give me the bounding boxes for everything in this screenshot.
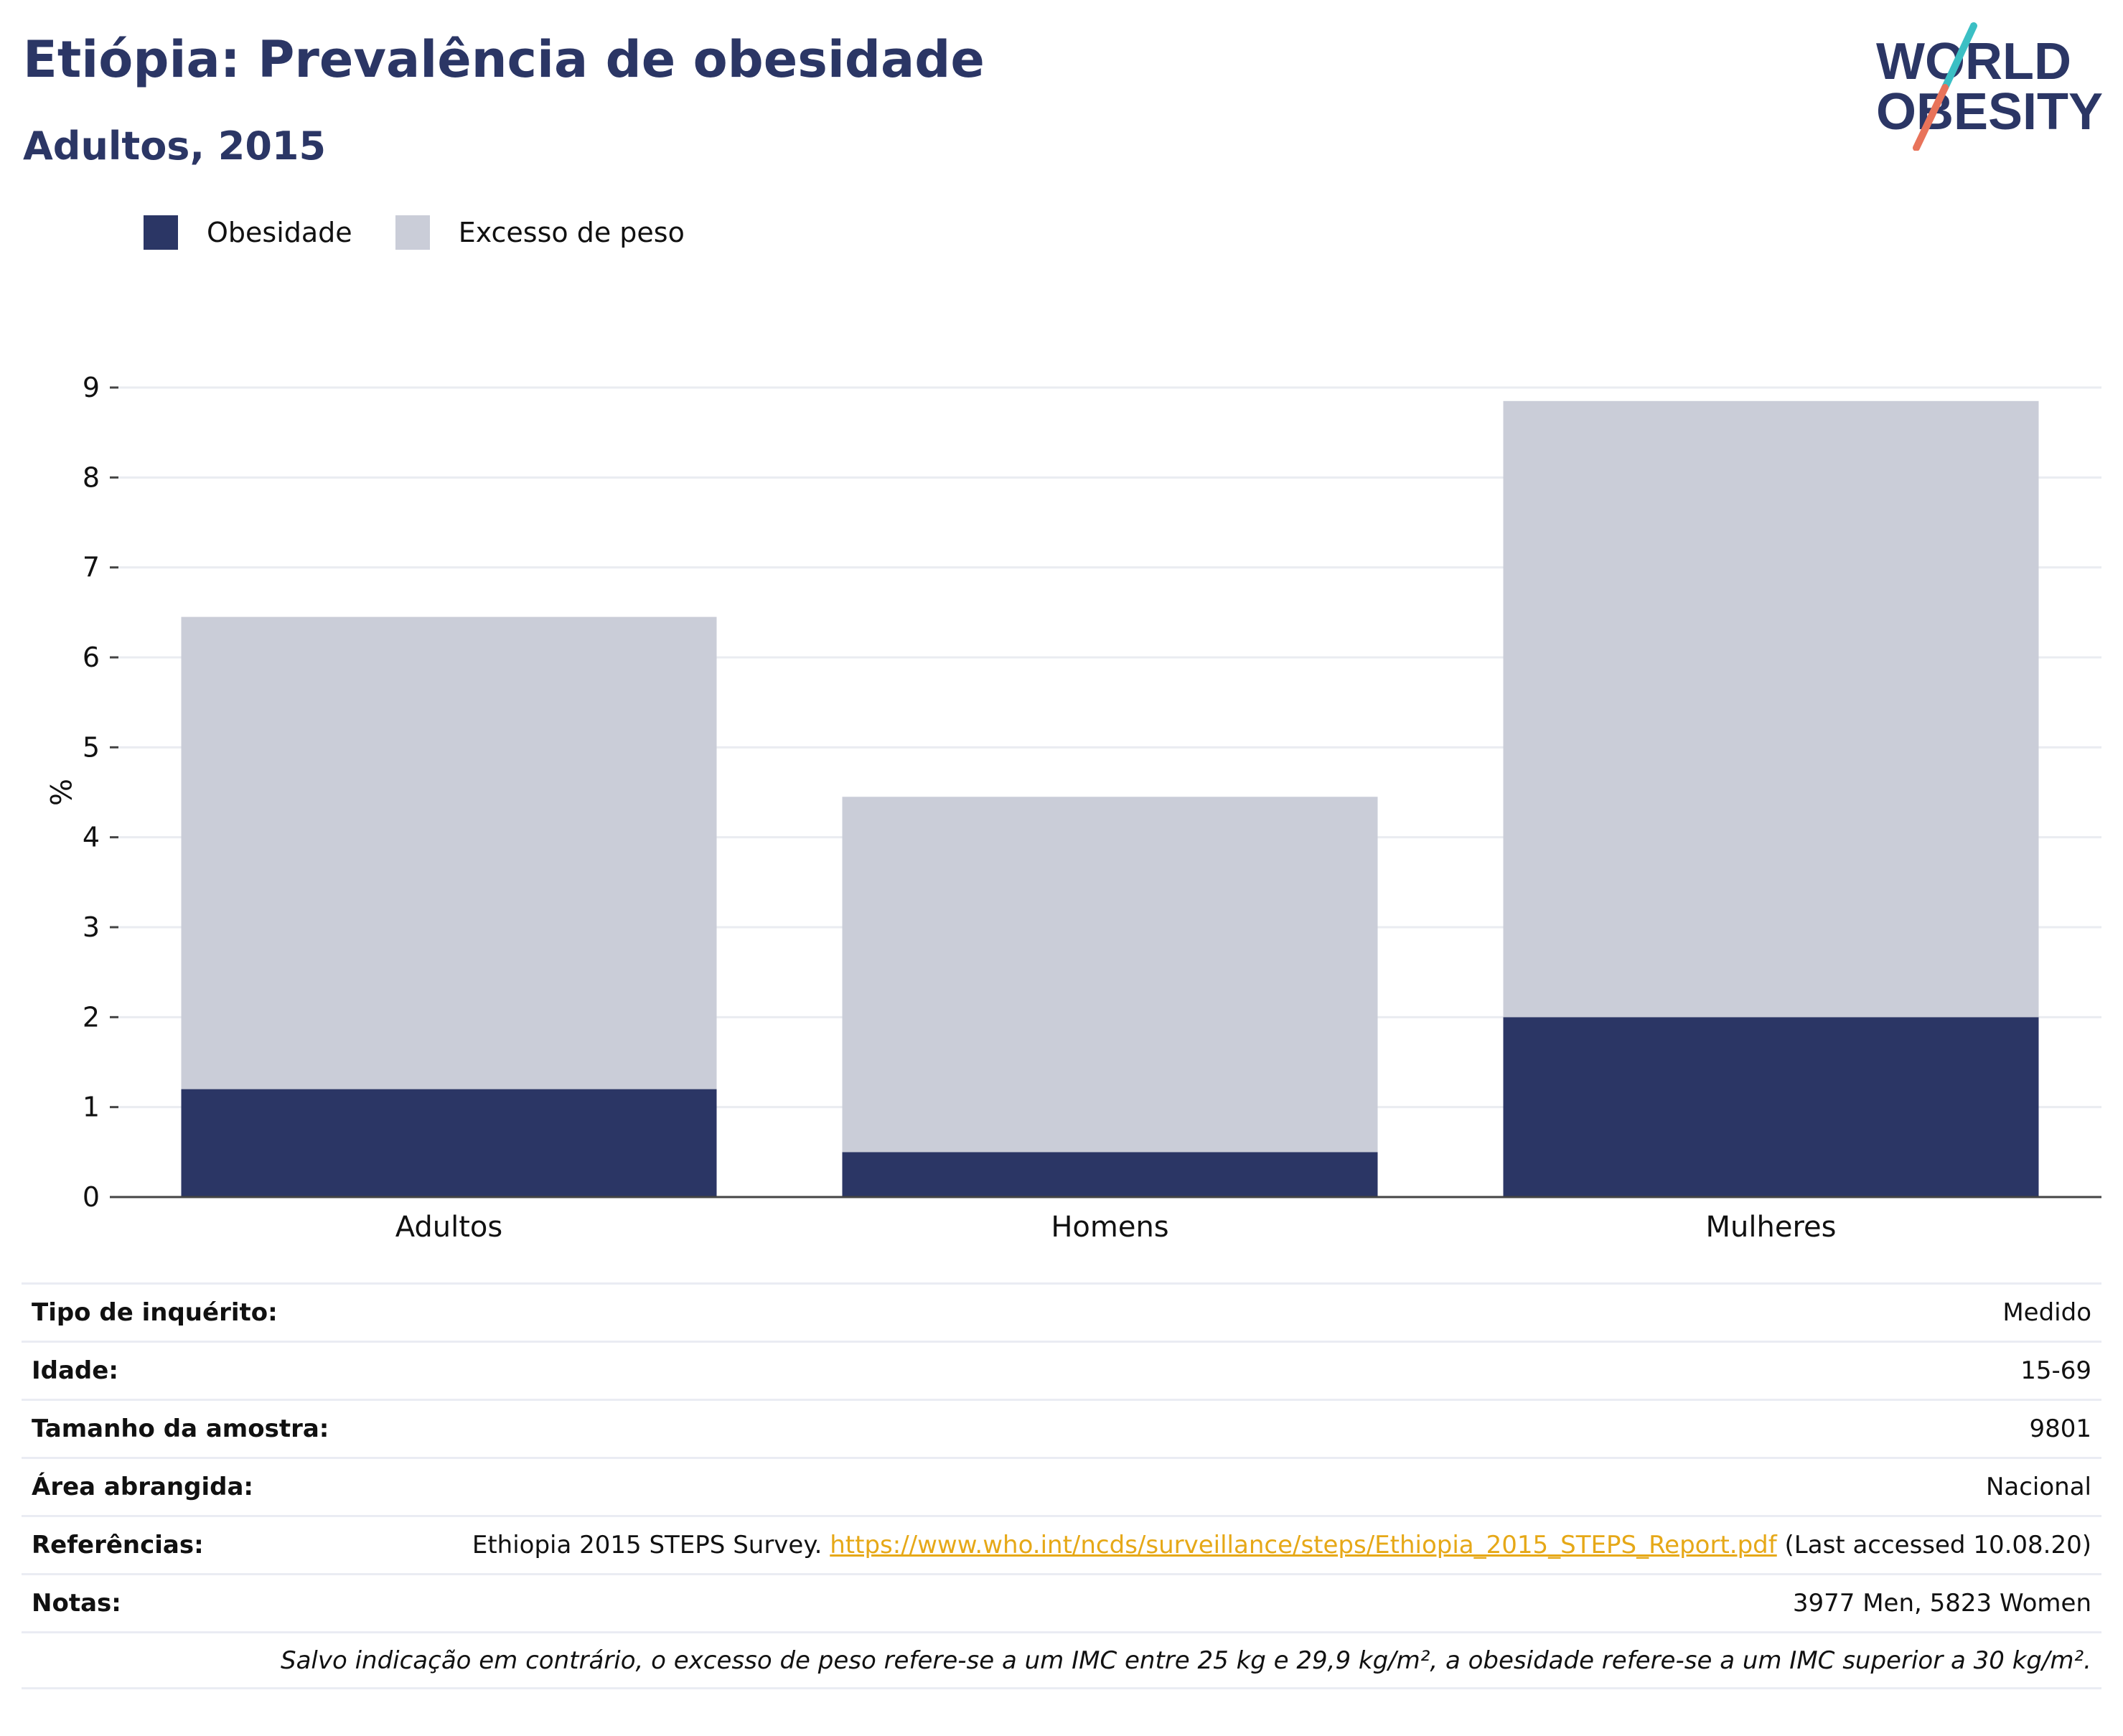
info-row-notes: Notas: 3977 Men, 5823 Women <box>22 1573 2101 1631</box>
info-value: 9801 <box>2029 1414 2091 1443</box>
legend-swatch-obesity <box>144 215 178 250</box>
page-subtitle: Adultos, 2015 <box>23 123 327 169</box>
legend-swatch-overweight <box>395 215 430 250</box>
y-tick-label: 5 <box>83 731 100 763</box>
bar-overweight-mulheres <box>1503 400 2039 1018</box>
y-tick-label: 0 <box>83 1181 100 1213</box>
x-tick-label: Homens <box>1051 1211 1168 1244</box>
info-value: 15-69 <box>2020 1356 2091 1385</box>
info-label: Tamanho da amostra: <box>32 1414 329 1443</box>
references-text: Ethiopia 2015 STEPS Survey. <box>472 1531 823 1559</box>
info-label: Área abrangida: <box>32 1473 253 1501</box>
logo-line1: WORLD <box>1876 33 2071 90</box>
info-row-references: Referências: Ethiopia 2015 STEPS Survey.… <box>22 1515 2101 1573</box>
info-row-sample-size: Tamanho da amostra: 9801 <box>22 1399 2101 1457</box>
info-row-footnote: Salvo indicação em contrário, o excesso … <box>22 1631 2101 1689</box>
legend-label-obesity: Obesidade <box>207 217 352 248</box>
info-table: Tipo de inquérito: Medido Idade: 15-69 T… <box>22 1282 2101 1689</box>
info-label: Tipo de inquérito: <box>32 1298 278 1327</box>
legend-item-overweight[interactable]: Excesso de peso <box>395 215 685 250</box>
logo-line2: OBESITY <box>1876 83 2103 141</box>
legend-item-obesity[interactable]: Obesidade <box>144 215 352 250</box>
y-tick-label: 1 <box>83 1092 100 1123</box>
y-tick-label: 8 <box>83 461 100 493</box>
footnote-text: Salvo indicação em contrário, o excesso … <box>280 1646 2091 1675</box>
bar-overweight-homens <box>842 797 1378 1153</box>
bar-obesity-adultos <box>181 1089 717 1197</box>
info-label: Referências: <box>32 1531 204 1559</box>
y-tick-label: 9 <box>83 372 100 403</box>
y-tick-label: 4 <box>83 822 100 853</box>
bar-overweight-adultos <box>181 616 717 1089</box>
info-value: 3977 Men, 5823 Women <box>1792 1589 2091 1618</box>
chart-legend: Obesidade Excesso de peso <box>144 215 728 250</box>
info-value: Medido <box>2002 1298 2091 1327</box>
bar-obesity-mulheres <box>1503 1017 2039 1197</box>
page-title: Etiópia: Prevalência de obesidade <box>23 30 985 89</box>
y-tick-label: 6 <box>83 642 100 673</box>
y-tick-label: 2 <box>83 1001 100 1033</box>
info-label: Idade: <box>32 1356 118 1385</box>
info-label: Notas: <box>32 1589 121 1618</box>
bar-chart: 0 1 2 3 4 5 6 7 8 9% Adultos Homens Mulheres <box>43 372 2101 1244</box>
legend-label-overweight: Excesso de peso <box>458 217 685 248</box>
x-tick-label: Adultos <box>395 1211 503 1244</box>
info-row-age: Idade: 15-69 <box>22 1341 2101 1399</box>
info-row-area: Área abrangida: Nacional <box>22 1457 2101 1515</box>
bar-obesity-homens <box>842 1152 1378 1197</box>
references-suffix: (Last accessed 10.08.20) <box>1784 1531 2091 1559</box>
y-tick-label: 3 <box>83 911 100 943</box>
x-tick-label: Mulheres <box>1706 1211 1837 1244</box>
references-value: Ethiopia 2015 STEPS Survey. https://www.… <box>472 1531 2091 1559</box>
info-value: Nacional <box>1985 1473 2091 1501</box>
info-row-survey-type: Tipo de inquérito: Medido <box>22 1282 2101 1341</box>
world-obesity-logo: WORLD OBESITY <box>1876 22 2103 151</box>
y-axis-label: % <box>43 779 76 806</box>
references-link[interactable]: https://www.who.int/ncds/surveillance/st… <box>830 1531 1777 1559</box>
y-tick-label: 7 <box>83 552 100 583</box>
